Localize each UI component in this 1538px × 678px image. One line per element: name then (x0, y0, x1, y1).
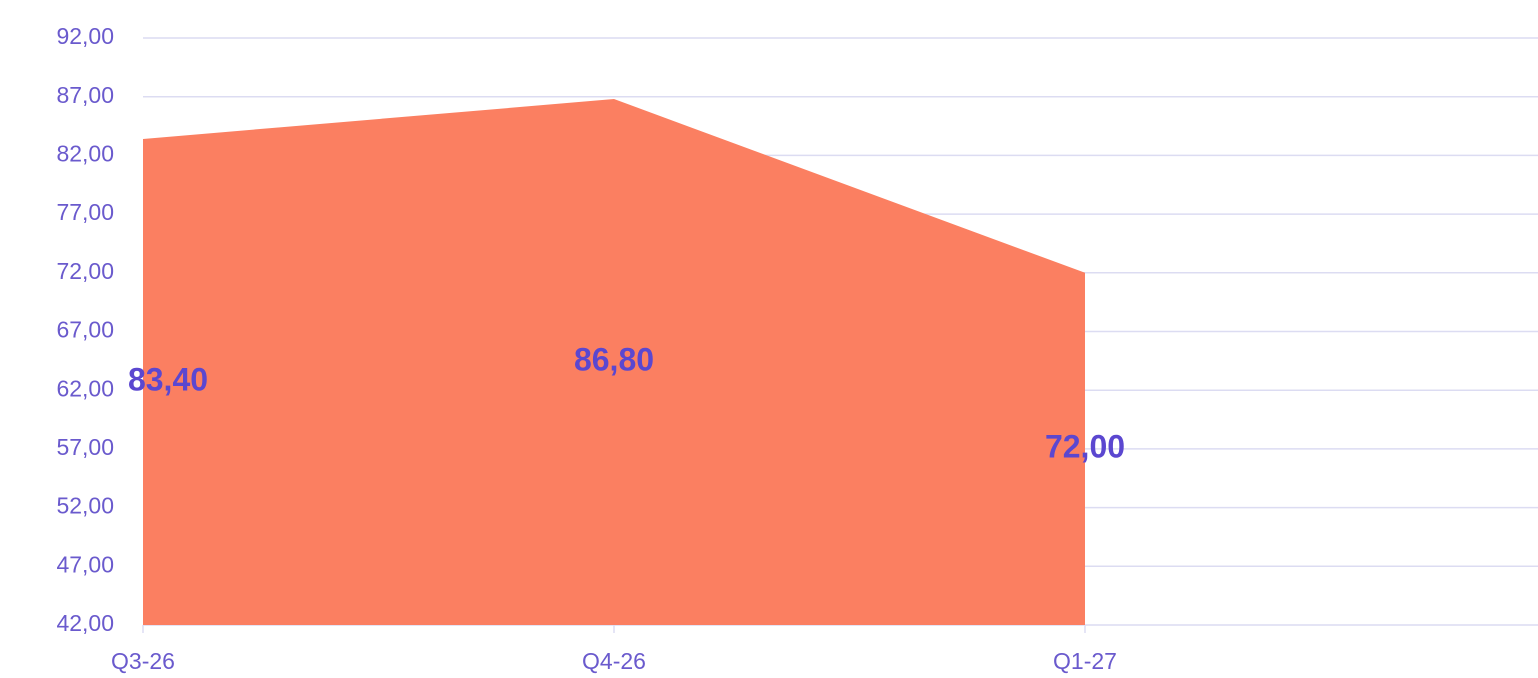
y-tick-label: 67,00 (56, 317, 114, 343)
x-tick-label: Q4-26 (582, 648, 646, 674)
y-tick-label: 77,00 (56, 199, 114, 225)
y-tick-label: 42,00 (56, 610, 114, 636)
y-tick-label: 62,00 (56, 375, 114, 401)
y-tick-label: 82,00 (56, 140, 114, 166)
data-label: 86,80 (574, 341, 654, 377)
x-tick-label: Q3-26 (111, 648, 175, 674)
y-tick-label: 57,00 (56, 434, 114, 460)
data-label: 72,00 (1045, 428, 1125, 464)
data-label: 83,40 (128, 361, 208, 397)
area (143, 99, 1085, 626)
x-tick-label: Q1-27 (1053, 648, 1117, 674)
y-tick-label: 87,00 (56, 82, 114, 108)
y-tick-label: 92,00 (56, 23, 114, 49)
y-tick-label: 52,00 (56, 493, 114, 519)
y-tick-label: 47,00 (56, 551, 114, 577)
y-tick-label: 72,00 (56, 258, 114, 284)
